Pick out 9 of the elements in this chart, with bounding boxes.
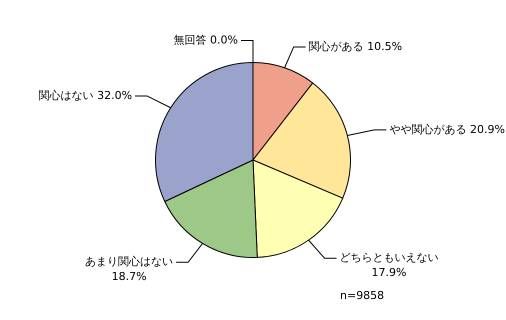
category-label: 無回答 0.0%: [174, 33, 238, 46]
slice-label: どちらともいえない: [340, 251, 439, 264]
slice-label: やや関心がある 20.9%: [389, 122, 505, 136]
text: n=9858: [340, 288, 384, 302]
slice-label: 関心がある 10.5%: [308, 40, 402, 53]
data-label: 17.9%: [372, 266, 406, 280]
slice-label: 関心はない 32.0%: [38, 88, 132, 102]
slice-label: あまり関心はない: [85, 255, 174, 268]
data-label: 18.7%: [112, 270, 147, 284]
